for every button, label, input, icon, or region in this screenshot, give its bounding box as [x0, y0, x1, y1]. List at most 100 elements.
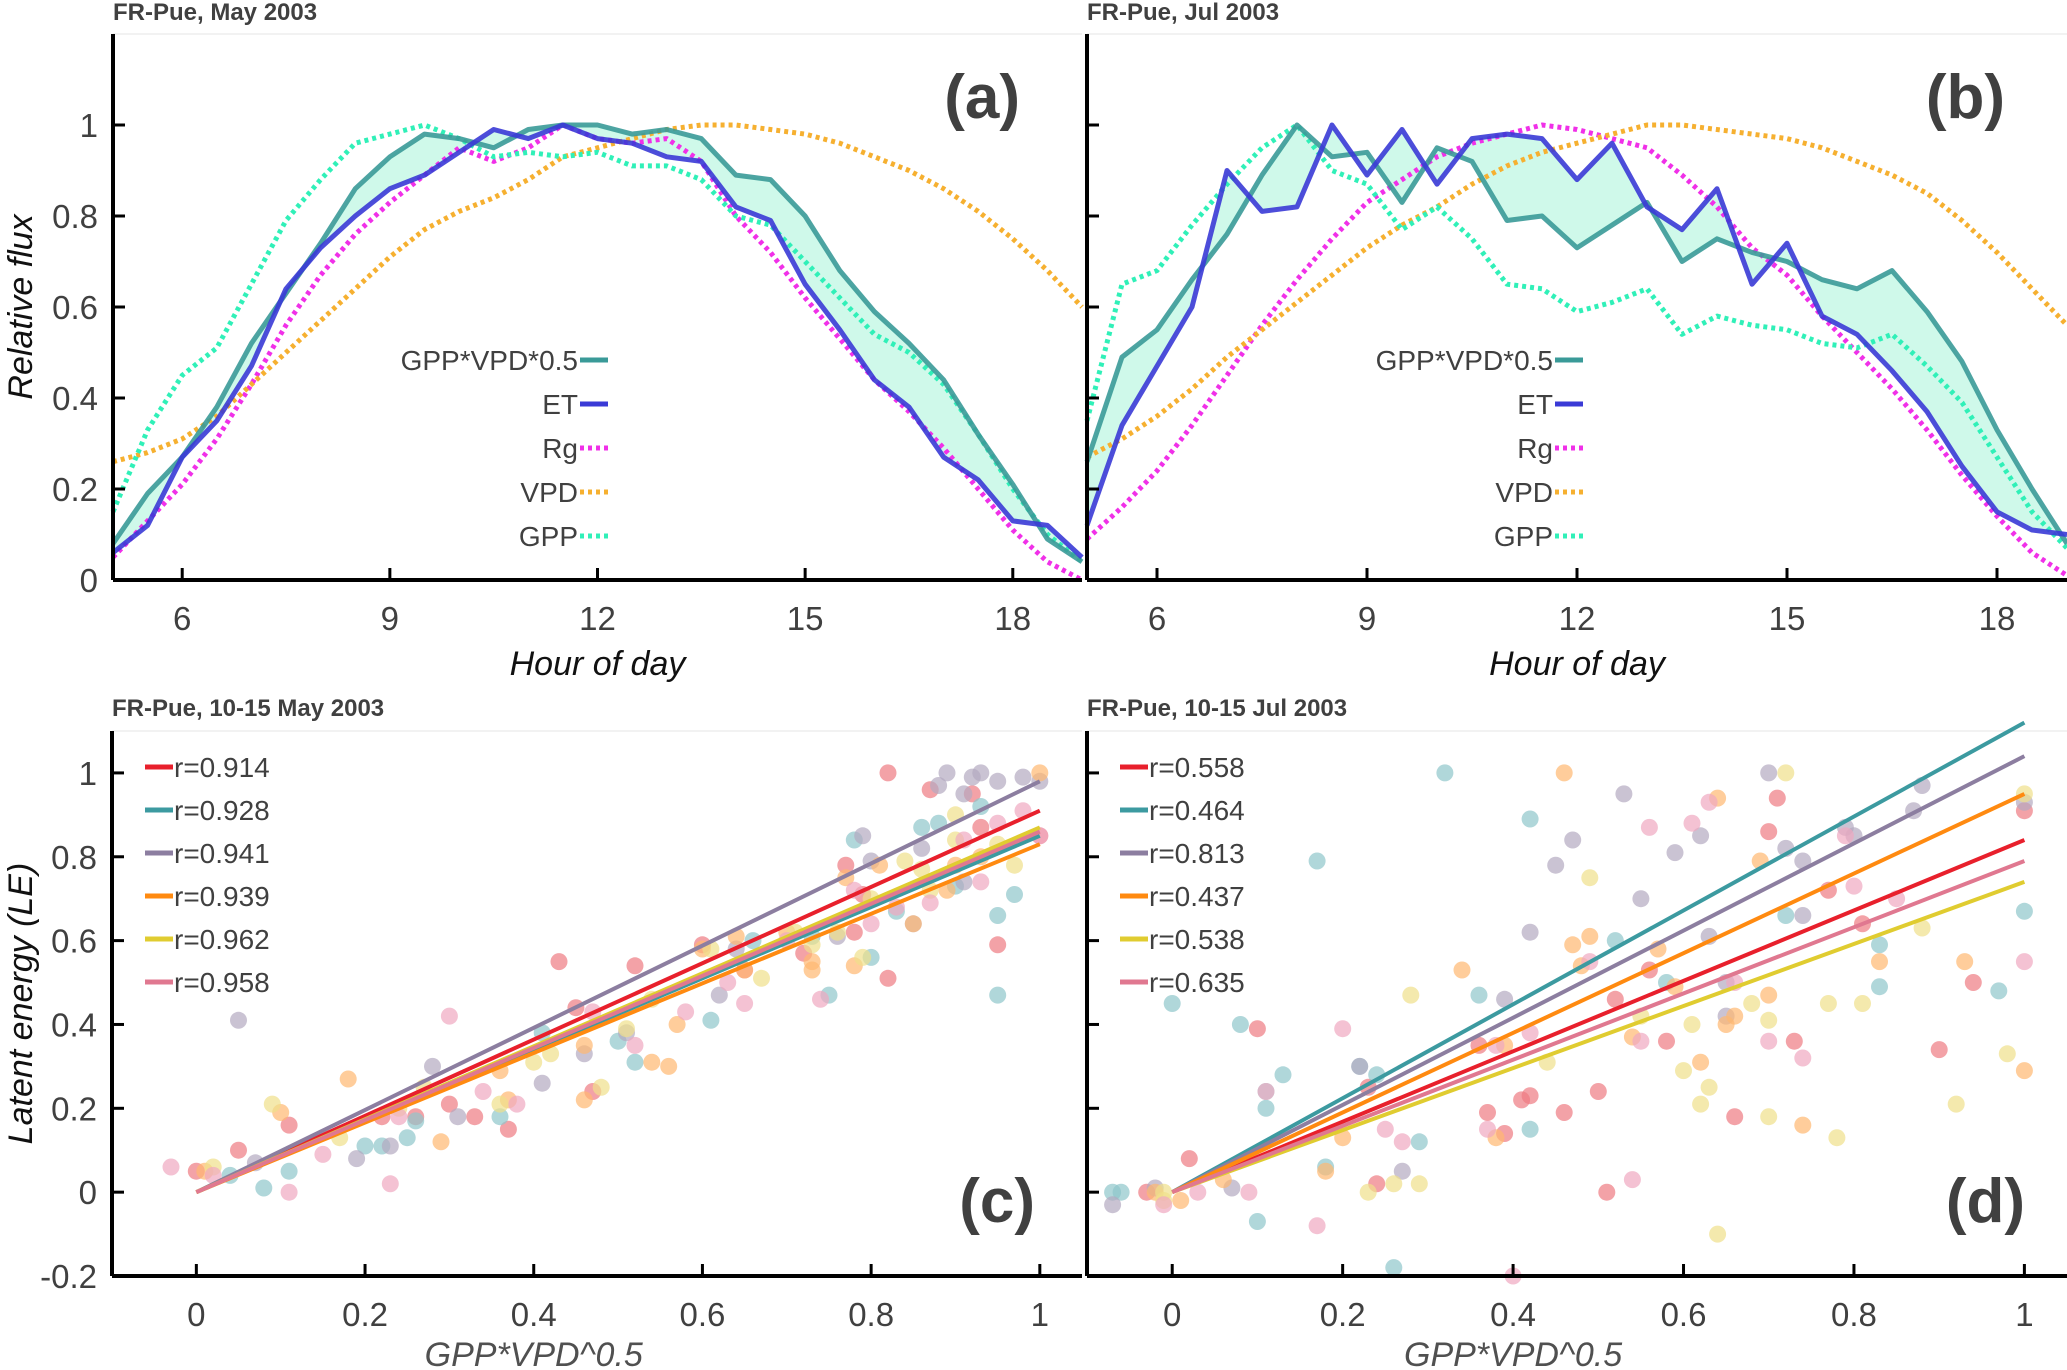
scatter-point — [904, 915, 922, 933]
scatter-point — [668, 1016, 686, 1033]
scatter-point — [424, 1057, 441, 1075]
scatter-point — [474, 1083, 492, 1100]
scatter-point — [508, 1095, 526, 1113]
legend-label: ET — [542, 389, 578, 420]
shaded-band — [113, 125, 1082, 562]
scatter-point — [533, 1074, 551, 1092]
scatter-point — [1777, 907, 1795, 924]
fit-line-r-0-464 — [1171, 720, 2026, 1194]
legend-label: r=0.962 — [174, 924, 270, 955]
scatter-point — [1692, 827, 1710, 845]
x-tick-label: 0.6 — [679, 1296, 725, 1333]
scatter-point — [1555, 1104, 1573, 1121]
series-line-et — [111, 122, 1084, 560]
scatter-point — [1845, 877, 1863, 895]
scatter-point — [896, 852, 914, 870]
scatter-point — [1794, 1049, 1812, 1067]
scatter-point — [1956, 953, 1974, 971]
scatter-point — [1155, 1183, 1173, 1201]
y-tick-label: -0.2 — [40, 1258, 97, 1295]
scatter-point — [550, 953, 568, 971]
legend-label: r=0.558 — [1149, 752, 1245, 783]
scatter-point — [1760, 1011, 1778, 1029]
legend-label: r=0.437 — [1149, 881, 1245, 912]
series-line-et — [1084, 122, 2067, 537]
scatter-point — [2015, 785, 2033, 803]
scatter-point — [1589, 1083, 1607, 1100]
scatter-point — [280, 1183, 298, 1201]
scatter-point — [626, 957, 644, 975]
y-tick-label: 0.4 — [52, 380, 98, 417]
scatter-point — [1819, 995, 1837, 1012]
scatter-point — [1385, 1259, 1403, 1277]
scatter-point — [1700, 1078, 1718, 1096]
scatter-point — [432, 1133, 450, 1151]
scatter-point — [1794, 907, 1812, 924]
x-tick-label: 0 — [187, 1296, 205, 1333]
y-tick-label: 0.2 — [51, 1090, 97, 1127]
scatter-point — [1785, 1032, 1803, 1050]
scatter-point — [753, 969, 770, 987]
legend-label: VPD — [520, 477, 578, 508]
scatter-point — [1632, 890, 1650, 908]
scatter-point — [1871, 953, 1888, 971]
scatter-point — [491, 1095, 509, 1113]
scatter-point — [677, 1003, 695, 1021]
legend-label: GPP — [1494, 521, 1553, 552]
legend-label: GPP*VPD*0.5 — [401, 345, 578, 376]
scatter-point — [1521, 1120, 1539, 1138]
x-tick-label: 9 — [1358, 600, 1376, 637]
scatter-point — [1547, 856, 1565, 874]
series-line-vpd — [1085, 122, 2067, 460]
scatter-point — [407, 1112, 425, 1130]
scatter-point — [1402, 986, 1420, 1004]
scatter-point — [204, 1166, 222, 1184]
scatter-point — [702, 1011, 720, 1029]
panel-title: FR-Pue, 10-15 Jul 2003 — [1087, 695, 1347, 722]
scatter-point — [339, 1070, 357, 1088]
panel-title: FR-Pue, 10-15 May 2003 — [112, 695, 384, 722]
scatter-point — [913, 839, 931, 857]
scatter-point — [1692, 1053, 1710, 1071]
x-tick-label: 0.4 — [1490, 1296, 1536, 1333]
scatter-point — [1964, 974, 1982, 991]
scatter-point — [1257, 1099, 1275, 1117]
scatter-point — [1240, 1183, 1258, 1201]
scatter-point — [280, 1162, 298, 1180]
scatter-point — [1692, 1095, 1710, 1113]
x-tick-label: 18 — [994, 600, 1031, 637]
scatter-point — [845, 923, 863, 941]
y-tick-label: 0.8 — [52, 198, 98, 235]
scatter-point — [499, 1120, 517, 1138]
panel-tag: (a) — [944, 63, 1020, 132]
scatter-point — [1777, 764, 1795, 782]
panel-a: FR-Pue, May 2003 GPP*VPD*0.5 ET Rg VPD GPP 6 9 1… — [2, 0, 1084, 683]
scatter-point — [862, 915, 880, 933]
scatter-point — [592, 1078, 610, 1096]
scatter-point — [837, 856, 855, 874]
scatter-point — [1581, 927, 1599, 945]
scatter-point — [1376, 1120, 1394, 1138]
scatter-point — [1112, 1183, 1130, 1201]
legend-label: GPP — [519, 521, 578, 552]
scatter-point — [230, 1011, 247, 1029]
scatter-point — [575, 1091, 593, 1109]
scatter-point — [1760, 1108, 1778, 1126]
x-tick-label: 0.4 — [511, 1296, 557, 1333]
y-tick-label: 1 — [80, 107, 98, 144]
legend-label: r=0.538 — [1149, 924, 1245, 955]
shaded-band — [1087, 125, 2067, 544]
x-axis-label: Hour of day — [1489, 645, 1667, 683]
scatter-point — [1248, 1213, 1266, 1230]
legend-label: r=0.464 — [1149, 795, 1245, 826]
scatter-point — [381, 1175, 399, 1193]
scatter-point — [255, 1179, 273, 1197]
scatter-point — [1726, 1007, 1744, 1025]
panel-c: FR-Pue, 10-15 May 2003 r=0.914 r=0.928 r=0.… — [2, 695, 1082, 1370]
scatter-point — [989, 986, 1007, 1004]
scatter-point — [263, 1095, 281, 1113]
fit-line-r-0-813 — [1171, 754, 2026, 1194]
scatter-point — [972, 818, 990, 836]
x-tick-label: 12 — [579, 600, 616, 637]
